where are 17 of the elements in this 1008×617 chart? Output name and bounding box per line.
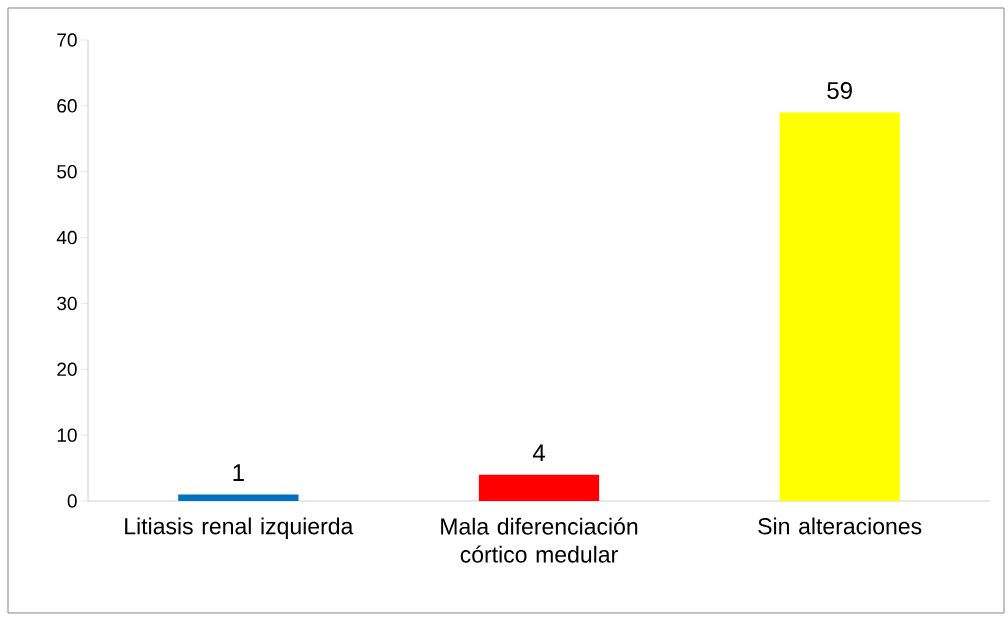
bar [779, 112, 900, 501]
y-tick-label: 70 [57, 33, 77, 47]
y-tick-label: 20 [57, 362, 77, 376]
data-label: 1 [233, 464, 244, 481]
x-tick-label: Litiasis renal izquierda [125, 517, 354, 539]
bar [178, 494, 299, 501]
x-tick-label: Mala diferenciación córtico medular [441, 517, 638, 563]
data-label: 4 [532, 444, 545, 462]
y-tick-label: 60 [57, 99, 77, 113]
y-tick-label: 50 [57, 164, 77, 179]
y-tick-label: 30 [57, 296, 77, 311]
y-tick-label: 10 [57, 428, 77, 442]
data-label: 59 [827, 81, 852, 99]
y-tick-label: 40 [56, 230, 77, 245]
bar [478, 474, 600, 501]
x-tick-label: Sin alteraciones [758, 517, 922, 535]
y-tick-label: 0 [67, 494, 77, 508]
